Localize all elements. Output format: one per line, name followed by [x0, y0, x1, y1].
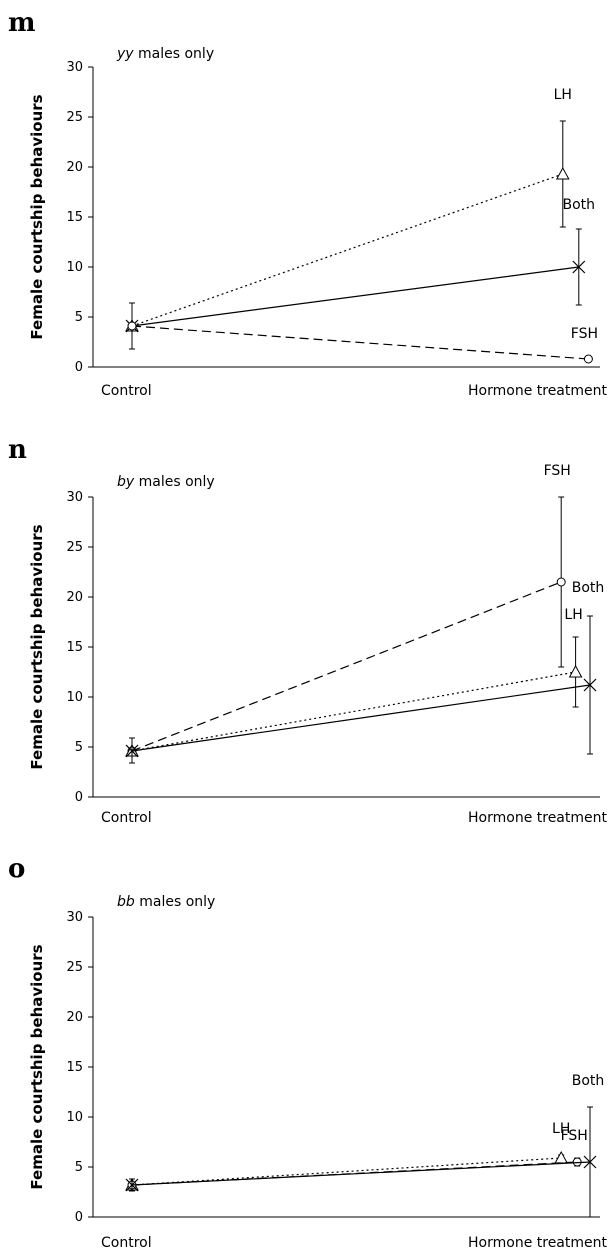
series-label: LH: [552, 1121, 570, 1137]
x-category-label: Control: [101, 1235, 152, 1251]
x-marker: [125, 744, 139, 758]
series-line: [131, 1157, 562, 1186]
series-label: FSH: [561, 1128, 588, 1144]
y-axis-label: Female courtship behaviours: [28, 524, 46, 769]
y-tick-label: 30: [66, 60, 83, 75]
subtitle-rest: males only: [134, 474, 215, 490]
panel-subtitle: bb males only: [117, 894, 215, 910]
series-label: FSH: [571, 326, 598, 342]
series-line: [131, 684, 591, 752]
series-line: [131, 671, 576, 752]
y-tick-label: 5: [75, 740, 83, 755]
triangle-marker: [568, 664, 583, 678]
subtitle-genotype: by: [117, 474, 135, 490]
series-line: [131, 266, 579, 327]
chart-panel-m: m yy males only Female courtship behaviour…: [8, 8, 608, 399]
subtitle-genotype: bb: [117, 894, 135, 910]
series-line: [131, 1161, 591, 1186]
y-tick-label: 20: [66, 590, 83, 605]
y-tick-label: 15: [66, 1060, 83, 1075]
y-tick-label: 5: [75, 1160, 83, 1175]
series-line: [131, 325, 589, 360]
y-tick-label: 20: [66, 1010, 83, 1025]
y-tick-label: 30: [66, 490, 83, 505]
subtitle-genotype: yy: [116, 46, 134, 62]
series-lh: LH: [125, 87, 572, 350]
x-category-label: Hormone treatment: [468, 383, 607, 399]
x-marker: [583, 678, 597, 692]
y-tick-label: 30: [66, 910, 83, 925]
subtitle-rest: males only: [135, 894, 216, 910]
panel-subtitle: yy males only: [116, 46, 214, 62]
x-category-label: Hormone treatment: [468, 810, 607, 826]
x-category-label: Control: [101, 383, 152, 399]
series-label: FSH: [544, 463, 571, 479]
panel-letter: o: [8, 854, 25, 884]
series-both: Both: [125, 580, 605, 764]
y-tick-label: 15: [66, 640, 83, 655]
series-label: Both: [572, 580, 605, 596]
y-tick-label: 25: [66, 960, 83, 975]
y-tick-label: 0: [75, 790, 83, 805]
y-axis-label: Female courtship behaviours: [28, 94, 46, 339]
series-line: [131, 581, 562, 752]
panel-subtitle: by males only: [117, 474, 215, 490]
triangle-marker: [555, 166, 570, 180]
series-both: Both: [125, 197, 596, 350]
panel-letter: n: [8, 435, 27, 465]
series-fsh: FSH: [127, 463, 571, 764]
x-category-label: Control: [101, 810, 152, 826]
circle-marker: [556, 577, 566, 587]
circle-marker: [127, 321, 137, 331]
series-fsh: FSH: [127, 302, 598, 364]
y-tick-label: 10: [66, 1110, 83, 1125]
chart-panel-o: o bb males only Female courtship behaviour…: [8, 854, 608, 1251]
y-tick-label: 0: [75, 1210, 83, 1225]
series-lh: LH: [125, 607, 583, 764]
y-tick-label: 5: [75, 310, 83, 325]
x-marker: [583, 1155, 597, 1169]
x-marker: [125, 1178, 139, 1192]
y-axis-label: Female courtship behaviours: [28, 944, 46, 1189]
series-line: [131, 173, 563, 327]
y-tick-label: 15: [66, 210, 83, 225]
y-tick-label: 25: [66, 540, 83, 555]
series-label: LH: [564, 607, 582, 623]
circle-marker: [583, 354, 593, 364]
series-label: Both: [572, 1073, 605, 1089]
y-tick-label: 20: [66, 160, 83, 175]
x-marker: [572, 260, 586, 274]
subtitle-rest: males only: [134, 46, 215, 62]
y-tick-label: 25: [66, 110, 83, 125]
y-tick-label: 10: [66, 260, 83, 275]
y-tick-label: 0: [75, 360, 83, 375]
x-category-label: Hormone treatment: [468, 1235, 607, 1251]
chart-panel-n: n by males only Female courtship behaviour…: [8, 435, 608, 826]
series-both: Both: [125, 1073, 605, 1218]
panel-letter: m: [8, 8, 36, 38]
series-lh: LH: [125, 1121, 570, 1192]
series-label: LH: [554, 87, 572, 103]
triangle-marker: [554, 1150, 569, 1164]
y-tick-label: 10: [66, 690, 83, 705]
series-label: Both: [563, 197, 596, 213]
